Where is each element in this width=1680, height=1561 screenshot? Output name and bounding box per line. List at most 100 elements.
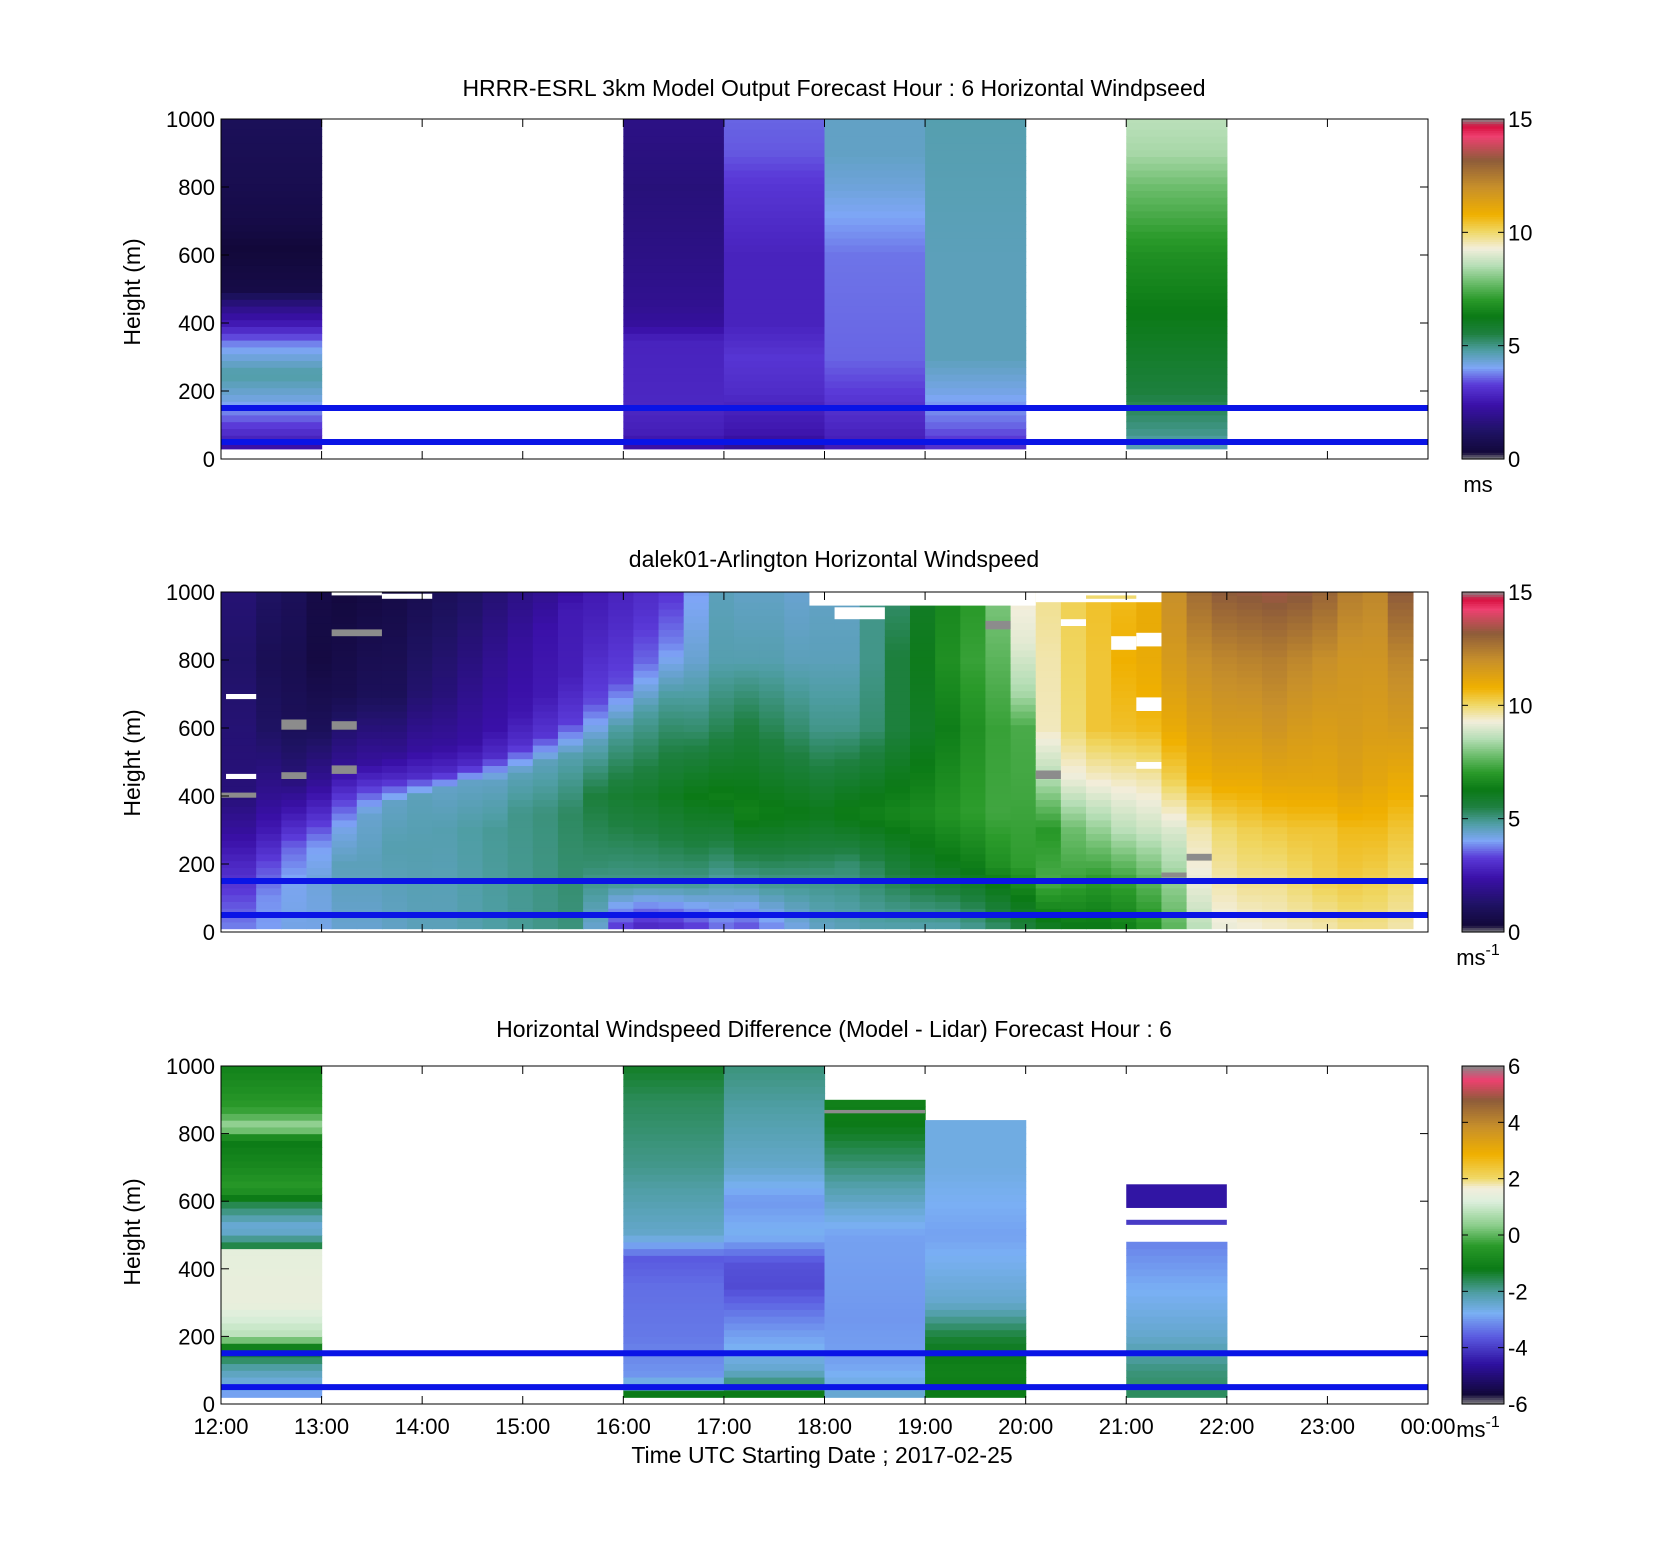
heatmap-cell [1126,346,1228,355]
heatmap-cell [331,840,358,848]
colorbar-segment [1462,177,1504,181]
heatmap-cell [557,690,584,698]
colorbar-segment [1462,375,1504,378]
heatmap-cell [1312,921,1339,930]
colorbar-segment [1462,368,1504,372]
heatmap-cell [708,683,735,692]
heatmap-cell [381,792,408,800]
heatmap-patch [1035,770,1061,779]
heatmap-cell [381,636,408,644]
heatmap-cell [1111,799,1137,807]
heatmap-cell [759,867,785,875]
heatmap-cell [331,649,358,658]
heatmap-cell [221,265,323,273]
colorbar-segment [1462,864,1504,867]
heatmap-cell [381,751,408,760]
heatmap-cell [723,326,826,334]
colorbar-segment [1462,153,1504,156]
heatmap-cell [1387,670,1414,678]
colorbar-segment [1462,440,1504,444]
heatmap-cell [1186,758,1213,766]
heatmap-cell [1362,711,1389,719]
colorbar-segment [1462,1349,1504,1353]
heatmap-cell [407,881,433,889]
heatmap-cell [859,643,886,651]
colorbar-segment [1462,1320,1504,1324]
heatmap-cell [935,724,961,732]
heatmap-cell [784,826,811,834]
heatmap-cell [1086,697,1112,705]
heatmap-cell [925,1228,1027,1236]
heatmap-cell [1060,785,1087,794]
heatmap-cell [482,663,509,671]
colorbar-segment [1462,1099,1504,1103]
heatmap-cell [1060,670,1087,678]
heatmap-cell [221,374,323,382]
heatmap-cell [583,690,609,698]
heatmap-cell [708,894,735,902]
heatmap-cell [1126,217,1228,225]
heatmap-cell [1387,819,1414,828]
colorbar-segment [1462,1133,1504,1137]
heatmap-cell [407,799,433,807]
heatmap-cell [356,670,383,678]
heatmap-cell [281,745,308,753]
heatmap-cell [1060,751,1087,760]
heatmap-cell [1211,826,1238,834]
y-tick-label: 600 [178,716,215,741]
heatmap-cell [824,1262,926,1270]
heatmap-cell [1060,683,1087,692]
heatmap-cell [1312,663,1339,671]
heatmap-cell [381,602,408,610]
heatmap-cell [1186,711,1213,719]
heatmap-cell [356,915,383,923]
colorbar-segment [1462,1142,1504,1146]
heatmap-cell [834,915,861,923]
heatmap-cell [1337,704,1364,712]
heatmap-cell [608,592,634,596]
heatmap-cell [1060,724,1087,732]
heatmap-cell [884,711,911,719]
heatmap-cell [1010,901,1037,909]
heatmap-cell [1010,683,1037,692]
heatmap-cell [809,881,836,889]
colorbar-segment [1462,1331,1504,1335]
heatmap-cell [1186,717,1213,726]
heatmap-cell [623,1336,725,1344]
heatmap-cell [960,840,987,848]
colorbar-segment [1462,345,1504,349]
colorbar-segment [1462,241,1504,245]
heatmap-cell [1086,717,1112,726]
heatmap-cell [1126,1363,1228,1371]
heatmap-cell [824,319,926,327]
heatmap-cell [824,1309,926,1317]
heatmap-cell [1010,724,1037,732]
heatmap-cell [256,772,282,780]
heatmap-patch [1136,632,1162,647]
heatmap-cell [281,643,308,651]
heatmap-cell [507,724,534,732]
heatmap-cell [608,853,634,862]
colorbar-segment [1462,257,1504,261]
heatmap-cell [1186,887,1213,896]
heatmap-cell [910,792,936,800]
heatmap-cell [683,595,710,603]
heatmap-cell [1111,724,1137,732]
colorbar-segment [1462,718,1504,722]
x-tick-label: 00:00 [1400,1414,1455,1439]
heatmap-cell [1337,765,1364,773]
heatmap-cell [910,704,936,712]
heatmap-cell [221,408,323,416]
heatmap-cell [784,724,811,732]
heatmap-cell [1337,813,1364,821]
heatmap-cell [256,697,282,705]
heatmap-cell [356,704,383,712]
colorbar-segment [1462,191,1504,195]
heatmap-cell [557,806,584,814]
heatmap-cell [583,901,609,909]
heatmap-cell [723,1153,826,1162]
colorbar-segment [1462,607,1504,611]
heatmap-cell [824,1160,926,1168]
heatmap-cell [1161,636,1188,644]
heatmap-cell [960,819,987,828]
